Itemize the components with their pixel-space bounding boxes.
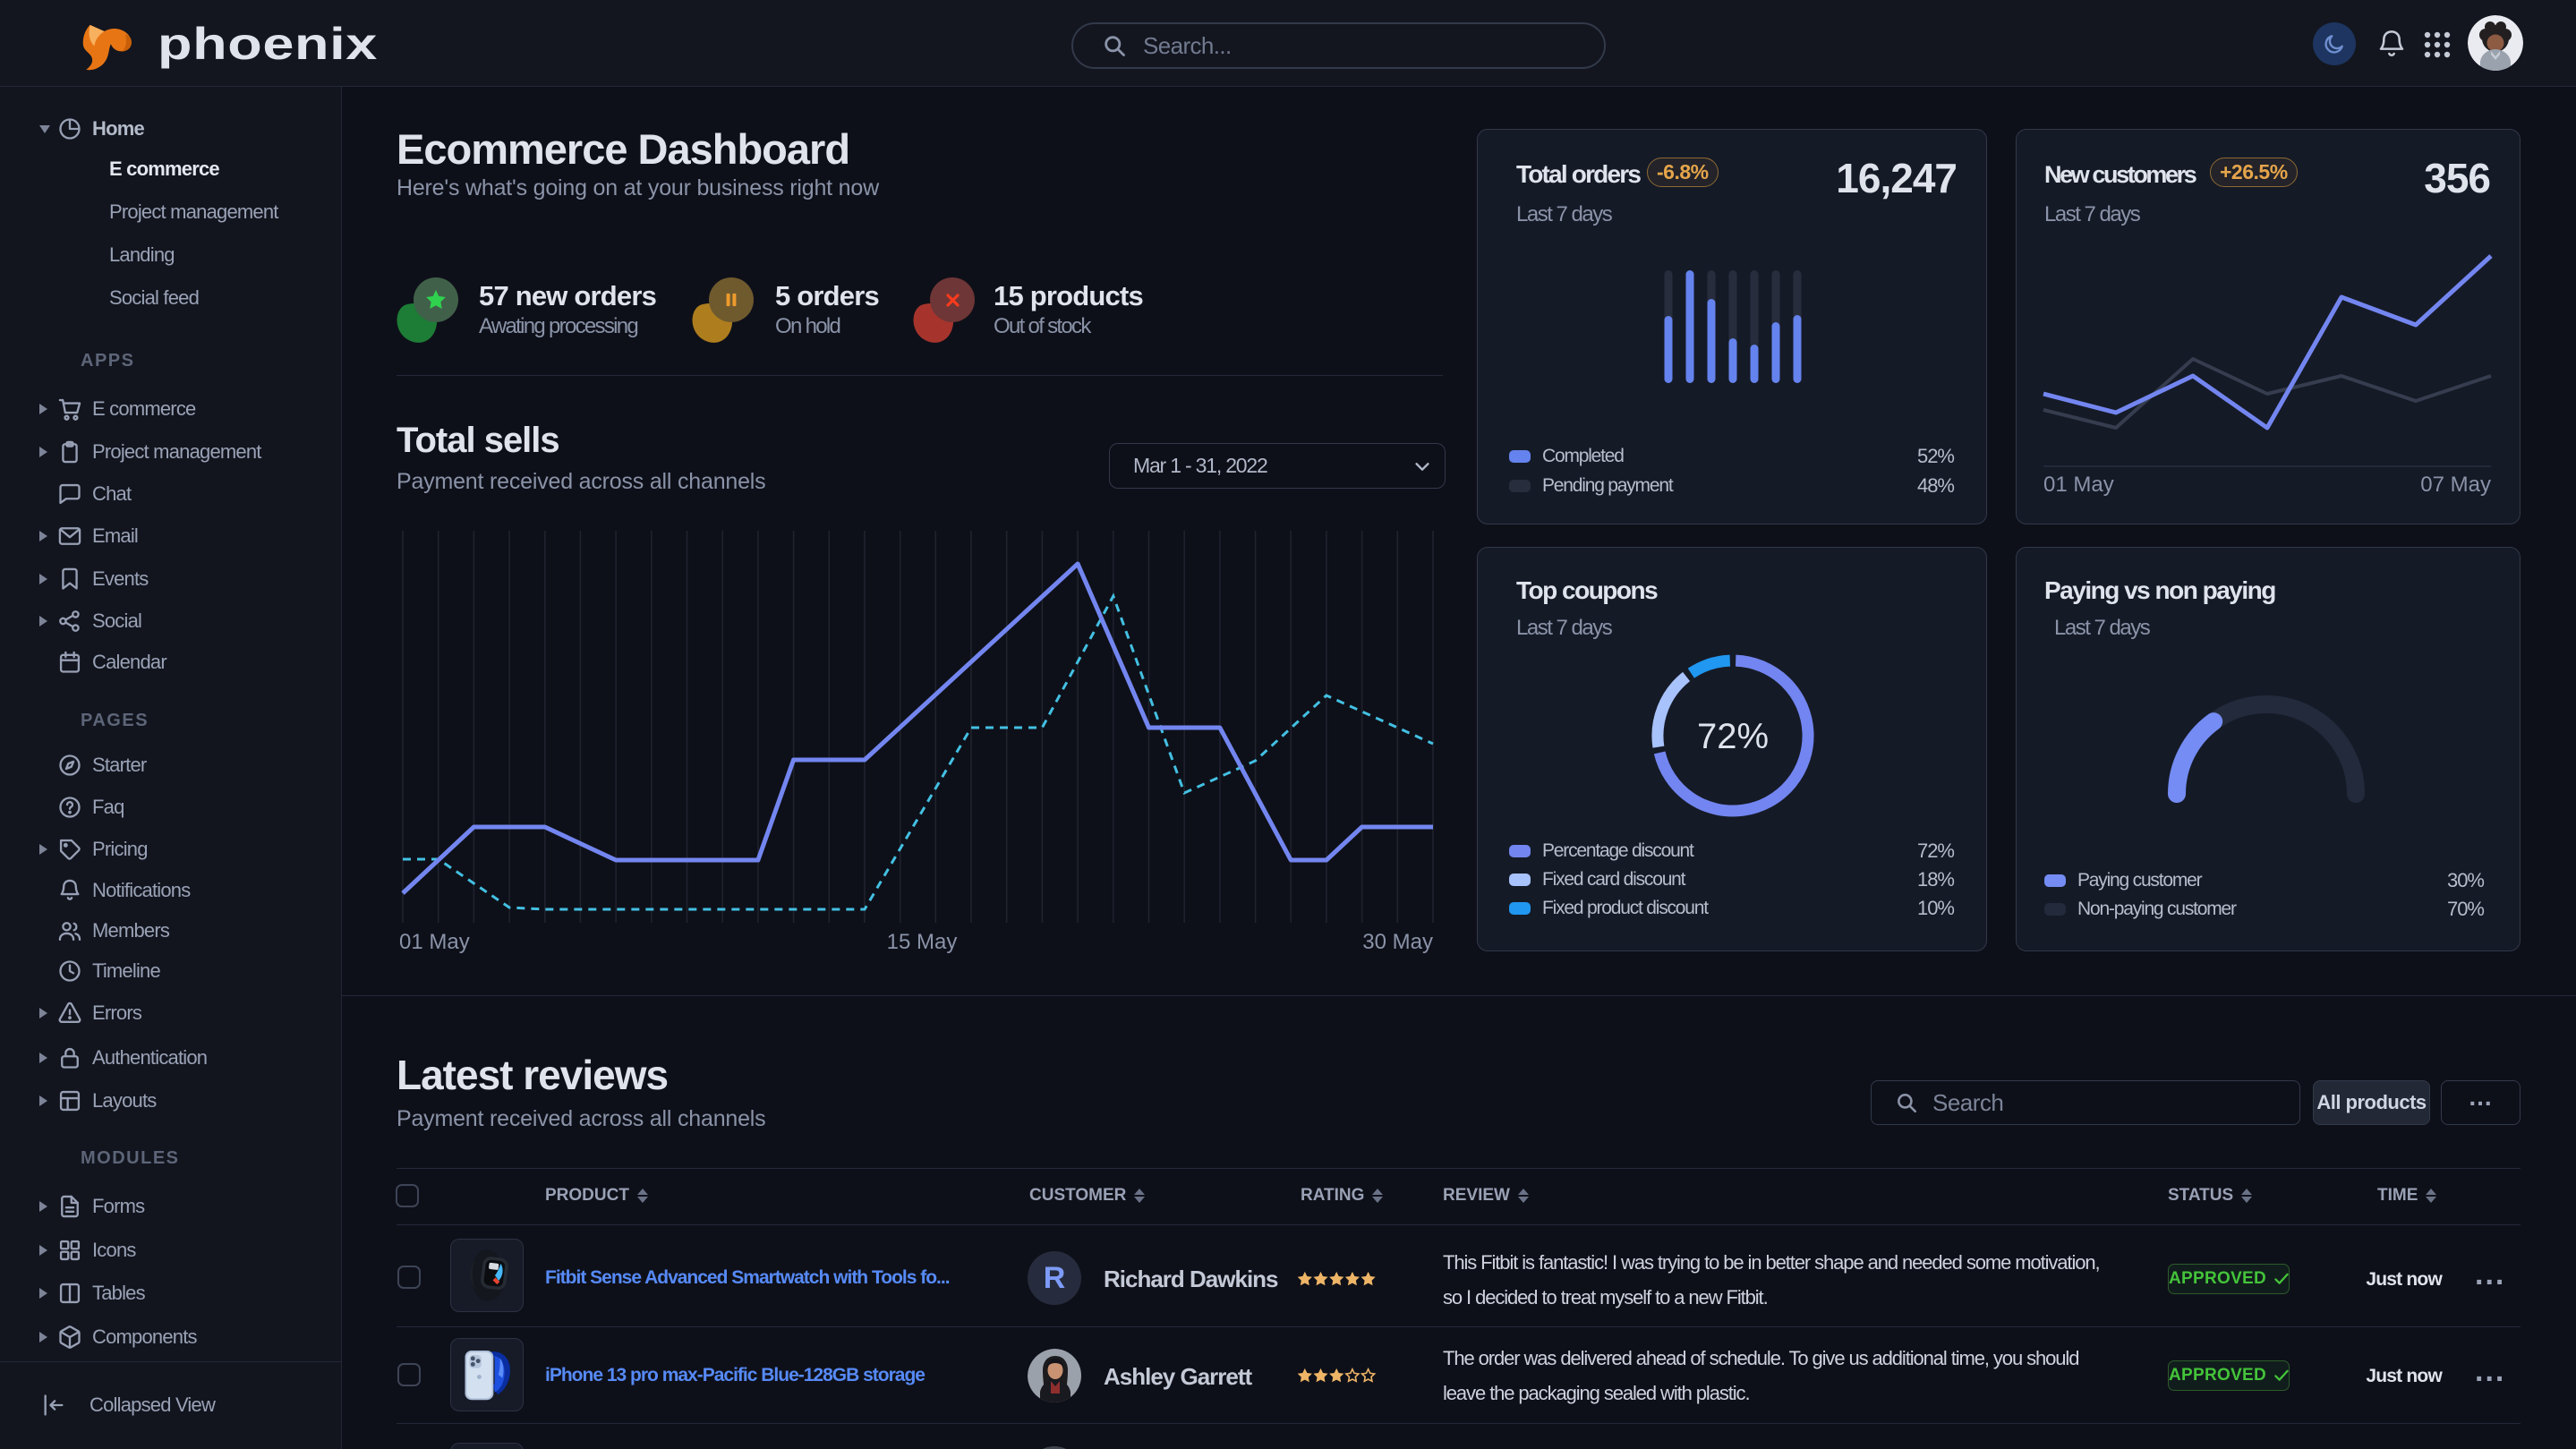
- svg-text:72%: 72%: [1697, 717, 1769, 756]
- svg-text:30 May: 30 May: [1362, 930, 1433, 954]
- svg-text:01 May: 01 May: [399, 930, 470, 954]
- svg-text:01 May: 01 May: [2043, 473, 2114, 497]
- svg-text:07 May: 07 May: [2420, 473, 2491, 497]
- svg-text:15 May: 15 May: [887, 930, 958, 954]
